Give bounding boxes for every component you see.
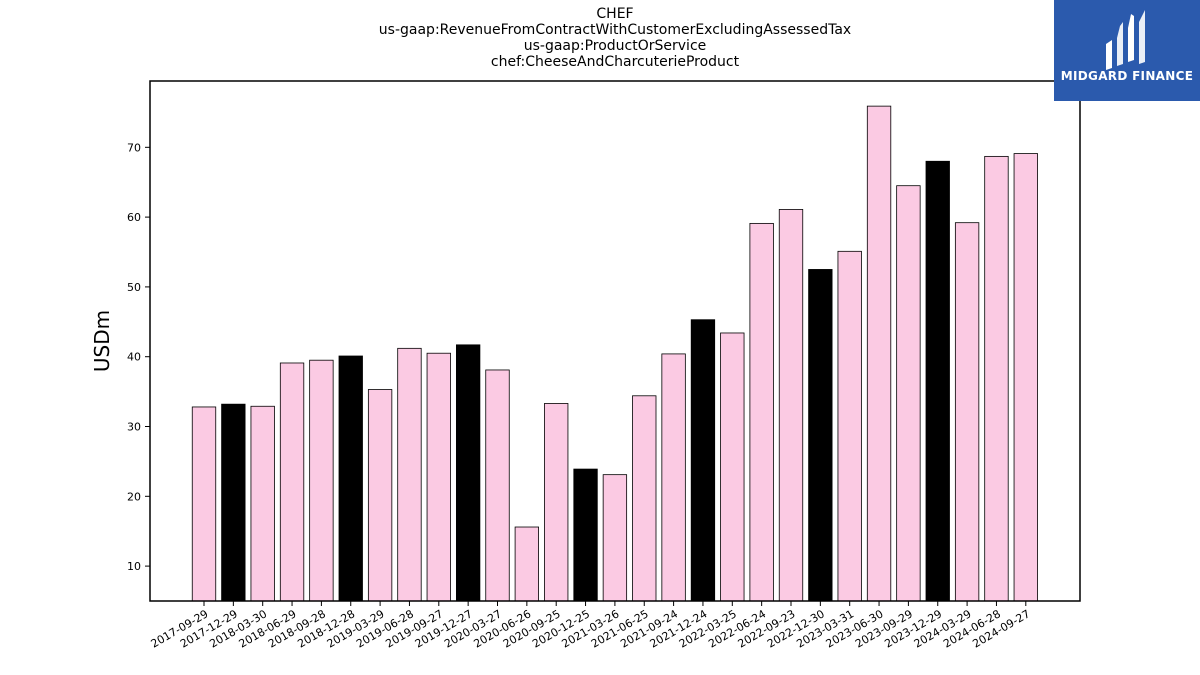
title-member: chef:CheeseAndCharcuterieProduct [490,54,740,70]
x-axis: 2017-09-292017-12-292018-03-302018-06-29… [149,601,1032,651]
bar-2021-12-24 [690,319,716,602]
bar-2024-03-29 [954,222,980,602]
bars-layer [191,105,1038,602]
title-ticker: CHEF [596,6,634,22]
y-tick-label: 40 [127,351,141,364]
logo-mark-icon [1106,10,1145,70]
bar-2023-09-29 [896,185,921,602]
bar-2024-09-27 [1013,153,1038,602]
bar-2024-06-28 [984,155,1009,602]
bar-2020-03-27 [485,369,510,602]
y-tick-label: 30 [127,421,141,434]
midgard-finance-logo: MIDGARD FINANCE [1054,0,1200,101]
bar-2018-09-28 [309,359,334,602]
bar-2022-12-30 [808,269,833,602]
y-tick-label: 70 [127,141,141,154]
bar-2019-06-28 [397,347,422,602]
bar-2018-12-28 [338,355,363,602]
bar-2018-03-30 [250,405,275,602]
bar-2019-09-27 [426,352,451,602]
bar-2021-06-25 [632,395,657,602]
y-tick-label: 50 [127,281,141,294]
bar-2019-12-27 [455,344,481,602]
y-axis: 10 20 30 40 50 60 70 [127,141,150,573]
bar-2020-12-25 [573,468,598,602]
bar-2023-12-29 [925,160,950,602]
bar-2023-03-31 [837,250,862,602]
y-tick-label: 10 [127,560,141,573]
bar-2017-09-29 [191,406,217,602]
bar-2022-03-25 [720,332,745,602]
title-concept: us-gaap:RevenueFromContractWithCustomerE… [378,22,852,38]
bar-2021-03-26 [602,474,628,602]
chart-title: CHEF us-gaap:RevenueFromContractWithCust… [150,6,1080,70]
bar-2021-09-24 [661,353,686,602]
bar-2022-06-24 [749,222,774,602]
bar-2020-06-26 [514,526,539,602]
y-axis-label: USDm [90,310,114,372]
bar-2023-06-30 [866,105,892,602]
bar-2018-06-29 [279,362,305,602]
bar-2019-03-29 [367,389,393,602]
bar-2017-12-29 [221,403,246,602]
y-tick-label: 60 [127,211,141,224]
title-axis: us-gaap:ProductOrService [523,38,707,54]
y-tick-label: 20 [127,490,141,503]
logo-text: MIDGARD FINANCE [1060,69,1194,83]
bar-2020-09-25 [544,403,569,602]
bar-2022-09-23 [778,209,804,602]
